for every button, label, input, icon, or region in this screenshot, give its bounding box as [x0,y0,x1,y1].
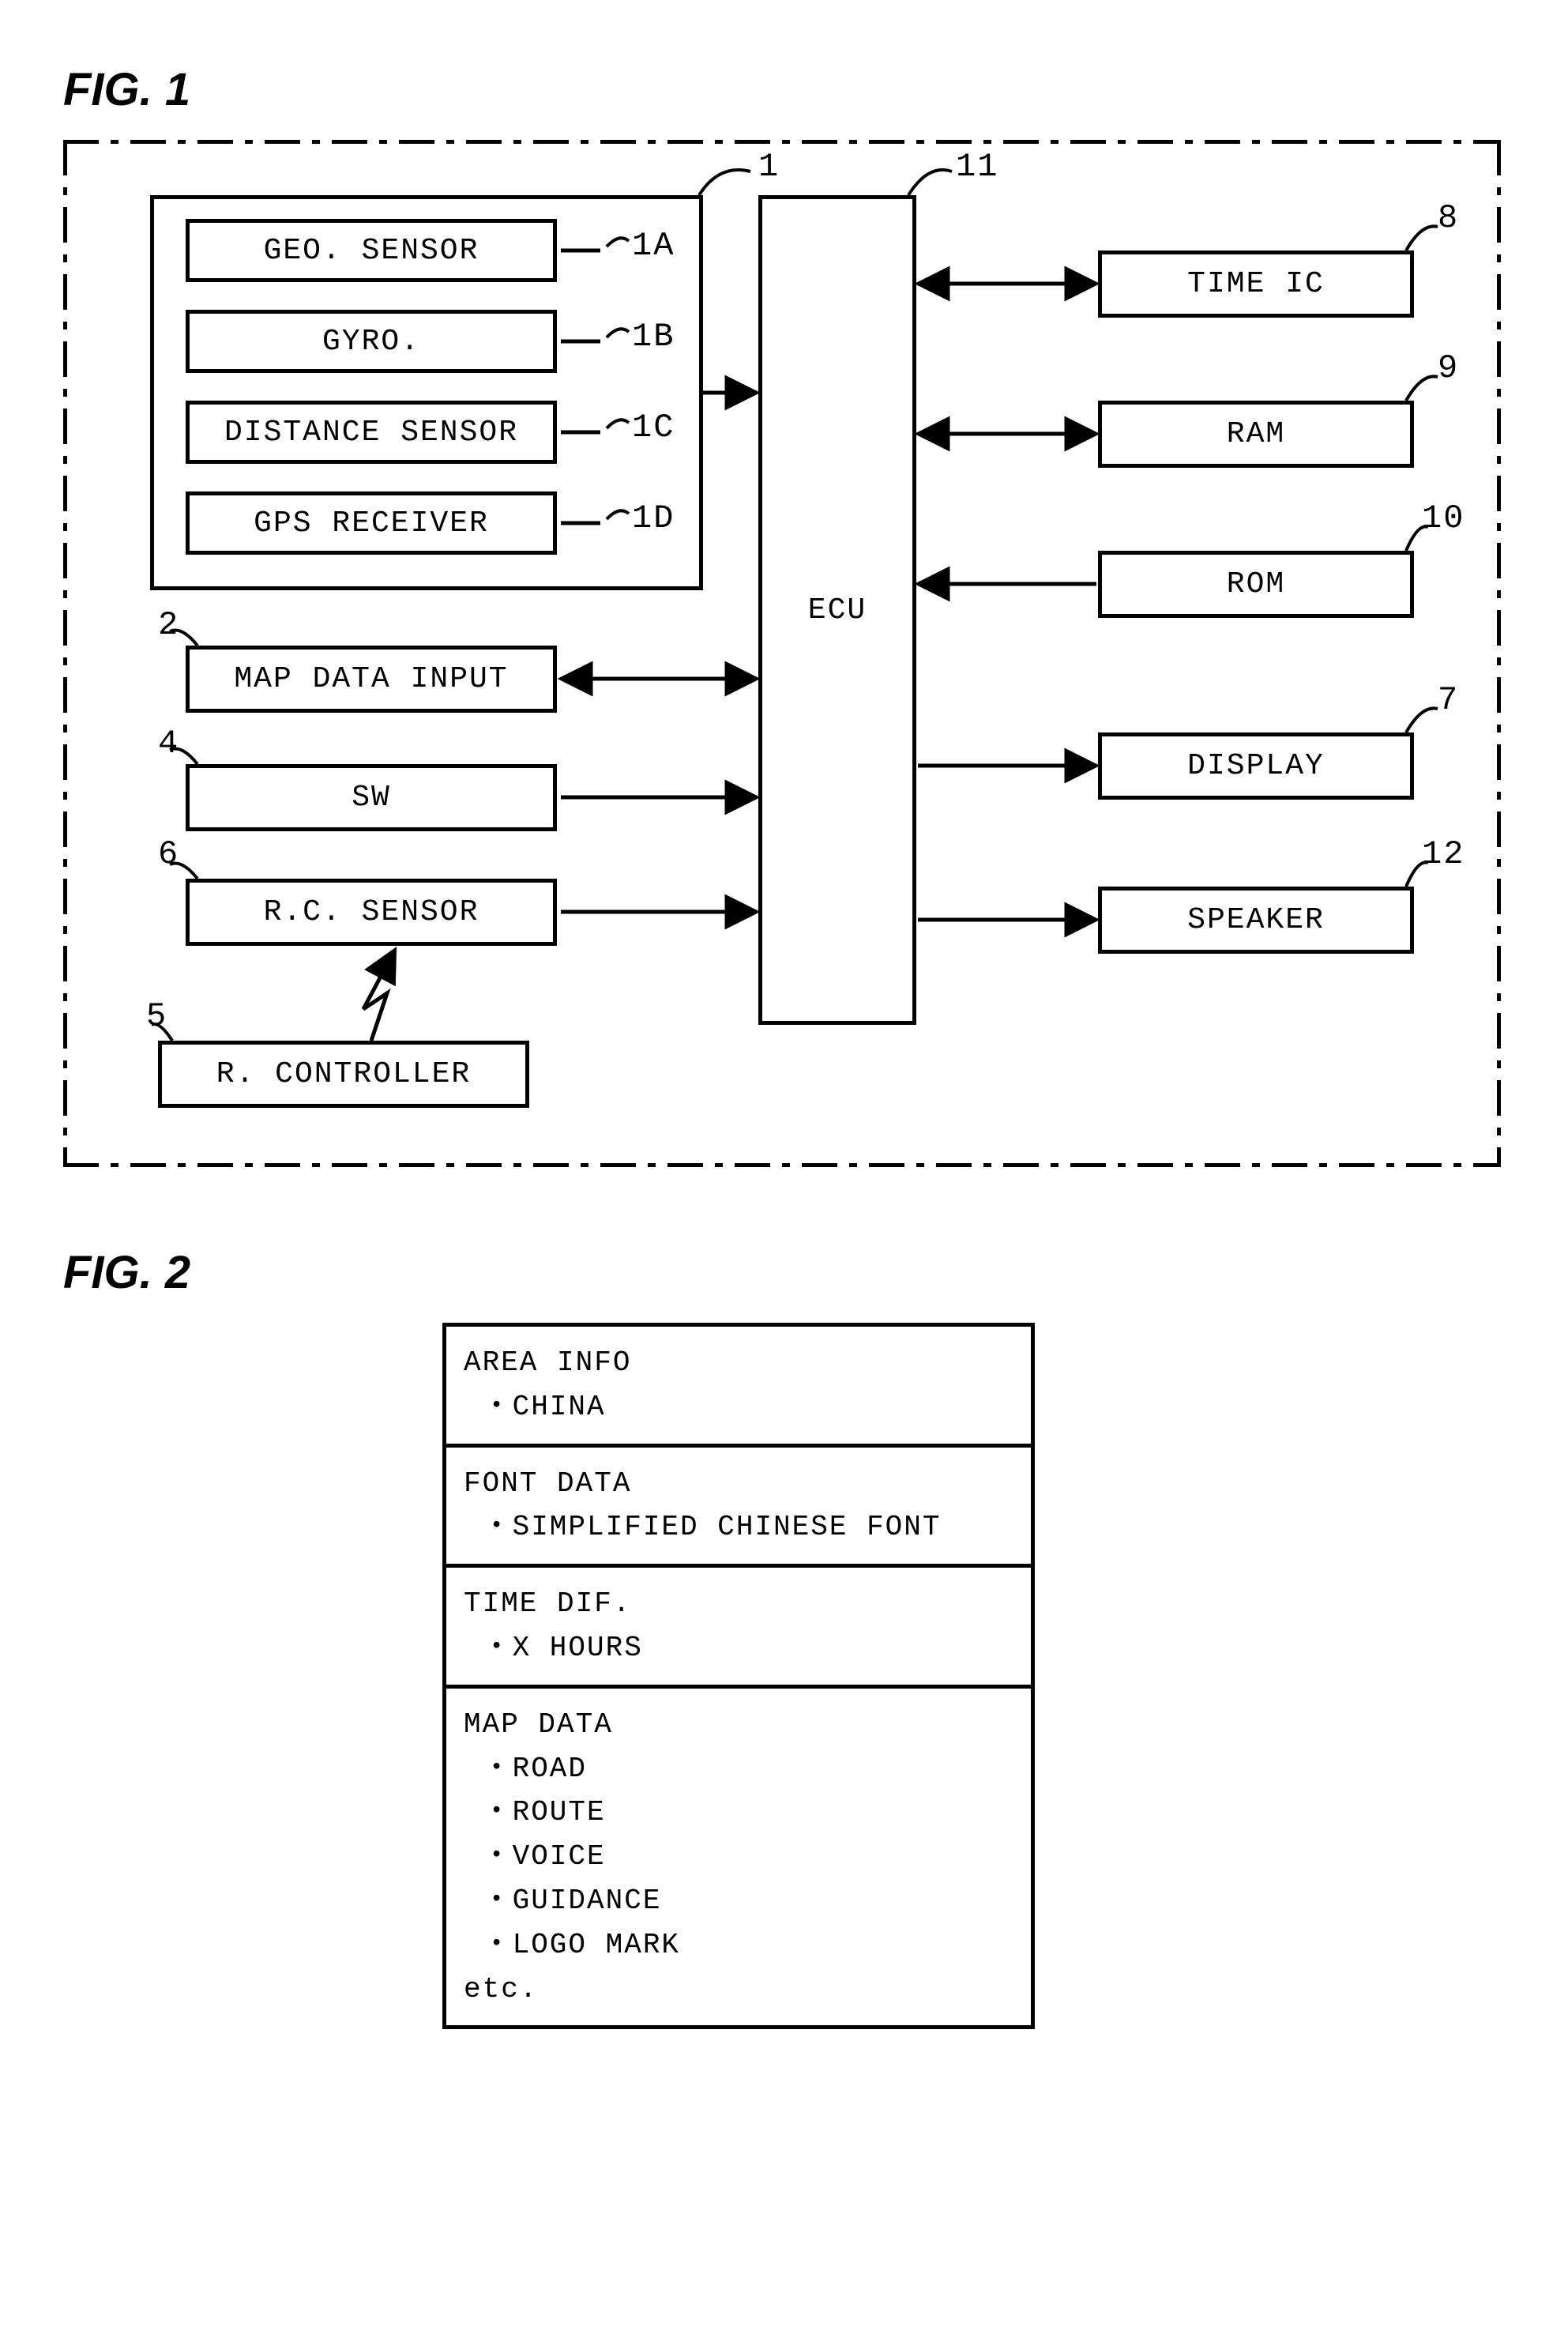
label-1b: 1B [632,318,675,356]
label-8: 8 [1438,199,1459,237]
ram-block: RAM [1098,401,1414,468]
fig1-container: GEO. SENSOR GYRO. DISTANCE SENSOR GPS RE… [63,140,1501,1167]
fig1-title: FIG. 1 [63,63,1505,116]
boundary-top [63,140,1501,144]
fig2-row-1: FONT DATA ・SIMPLIFIED CHINESE FONT [445,1445,1033,1566]
rom-block: ROM [1098,551,1414,618]
label-12: 12 [1422,835,1465,873]
label-1c: 1C [632,409,675,446]
label-1d: 1D [632,499,675,537]
label-11: 11 [956,148,998,186]
time-ic-block: TIME IC [1098,250,1414,318]
display-block: DISPLAY [1098,732,1414,800]
boundary-left [63,140,67,1167]
speaker-block: SPEAKER [1098,887,1414,954]
label-1: 1 [758,148,780,186]
fig2-row-0: AREA INFO ・CHINA [445,1325,1033,1446]
fig2-table: AREA INFO ・CHINA FONT DATA ・SIMPLIFIED C… [442,1323,1035,2029]
label-2: 2 [158,606,179,644]
fig2-title: FIG. 2 [63,1246,1505,1299]
label-4: 4 [158,725,179,763]
label-7: 7 [1438,681,1459,719]
sw-block: SW [186,764,557,831]
label-6: 6 [158,835,179,873]
fig2-row-2: TIME DIF. ・X HOURS [445,1566,1033,1687]
rc-sensor-block: R.C. SENSOR [186,879,557,946]
boundary-bottom [63,1163,1501,1167]
fig2-row-3: MAP DATA ・ROAD ・ROUTE ・VOICE ・GUIDANCE ・… [445,1686,1033,2028]
label-5: 5 [146,997,167,1035]
map-data-input-block: MAP DATA INPUT [186,646,557,713]
label-10: 10 [1422,499,1465,537]
boundary-right [1497,140,1501,1167]
r-controller-block: R. CONTROLLER [158,1041,529,1108]
label-9: 9 [1438,349,1459,387]
distance-sensor-block: DISTANCE SENSOR [186,401,557,464]
ecu-block: ECU [758,195,916,1025]
label-1a: 1A [632,227,675,265]
geo-sensor-block: GEO. SENSOR [186,219,557,282]
gyro-block: GYRO. [186,310,557,373]
gps-receiver-block: GPS RECEIVER [186,491,557,555]
